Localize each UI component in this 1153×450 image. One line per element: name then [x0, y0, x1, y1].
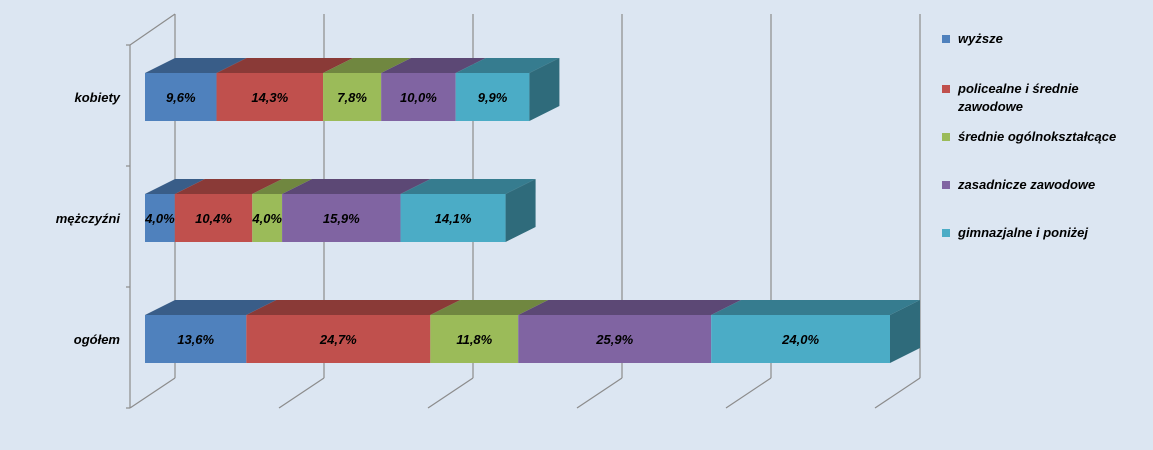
bar-segment-side: [505, 179, 536, 242]
legend-item-wyzsze: wyższe: [942, 30, 1147, 80]
bar-segment-top: [323, 58, 412, 73]
bar-segment: [430, 315, 519, 363]
category-label: ogółem: [74, 332, 121, 347]
bar-segment: [145, 315, 247, 363]
bar-segment-top: [711, 300, 920, 315]
legend-swatch: [942, 229, 950, 237]
bar-segment: [518, 315, 712, 363]
bar-segment-side: [529, 58, 560, 121]
legend-item-zasadnicze: zasadnicze zawodowe: [942, 176, 1147, 224]
bar-segment: [323, 73, 382, 121]
bar-segment-top: [518, 300, 742, 315]
data-label: 14,3%: [251, 90, 288, 105]
legend-swatch: [942, 181, 950, 189]
legend-label: średnie ogólnokształcące: [958, 129, 1117, 144]
data-label: 25,9%: [595, 332, 633, 347]
gridline-floor: [278, 377, 325, 409]
bar-segment-top: [400, 179, 536, 194]
bar-segment: [400, 194, 506, 242]
bar-segment-top: [455, 58, 560, 73]
bar-segment: [145, 194, 175, 242]
legend-swatch: [942, 85, 950, 93]
legend-item-gimnazjalne: gimnazjalne i poniżej: [942, 224, 1147, 242]
bar-segment: [282, 194, 401, 242]
bar-segment-top: [252, 179, 313, 194]
data-label: 9,9%: [478, 90, 508, 105]
data-label: 24,7%: [319, 332, 357, 347]
chart-legend: wyższe policealne i średnie zawodowe śre…: [942, 30, 1147, 242]
bar-segment-top: [145, 300, 277, 315]
category-label: mężczyźni: [56, 211, 121, 226]
gridline-floor: [576, 377, 623, 409]
bar-segment-side: [890, 300, 920, 363]
axis-line-top: [129, 13, 176, 46]
bar-segment-top: [381, 58, 486, 73]
data-label: 4,0%: [144, 211, 175, 226]
legend-label: policealne i średnie zawodowe: [958, 81, 1079, 114]
data-label: 15,9%: [323, 211, 360, 226]
data-label: 11,8%: [456, 332, 492, 347]
legend-label: zasadnicze zawodowe: [958, 177, 1096, 192]
bar-segment-top: [216, 58, 354, 73]
legend-item-srednie-ogolnoksztalcace: średnie ogólnokształcące: [942, 128, 1147, 176]
bar-segment: [216, 73, 324, 121]
bar-segment: [711, 315, 890, 363]
bar-segment-top: [430, 300, 549, 315]
data-label: 24,0%: [781, 332, 819, 347]
legend-label: wyższe: [958, 31, 1003, 46]
data-label: 9,6%: [166, 90, 196, 105]
bar-segment-top: [174, 179, 283, 194]
gridline-floor: [874, 377, 921, 409]
legend-item-policealne: policealne i średnie zawodowe: [942, 80, 1147, 128]
bar-segment-top: [282, 179, 431, 194]
bar-segment-top: [246, 300, 461, 315]
bar-segment: [381, 73, 456, 121]
data-label: 7,8%: [337, 90, 367, 105]
category-label: kobiety: [74, 90, 120, 105]
bar-segment: [145, 73, 217, 121]
bar-segment: [455, 73, 530, 121]
gridline-floor: [427, 377, 474, 409]
bar-segment: [174, 194, 253, 242]
bar-segment-top: [145, 58, 247, 73]
bar-segment-top: [145, 179, 205, 194]
data-label: 10,0%: [400, 90, 437, 105]
bar-segment: [252, 194, 283, 242]
legend-swatch: [942, 35, 950, 43]
data-label: 10,4%: [195, 211, 232, 226]
data-label: 13,6%: [177, 332, 214, 347]
data-label: 4,0%: [251, 211, 282, 226]
legend-label: gimnazjalne i poniżej: [958, 225, 1089, 240]
bar-segment: [246, 315, 431, 363]
gridline-floor: [129, 377, 176, 409]
legend-swatch: [942, 133, 950, 141]
gridline-floor: [725, 377, 772, 409]
data-label: 14,1%: [435, 211, 472, 226]
